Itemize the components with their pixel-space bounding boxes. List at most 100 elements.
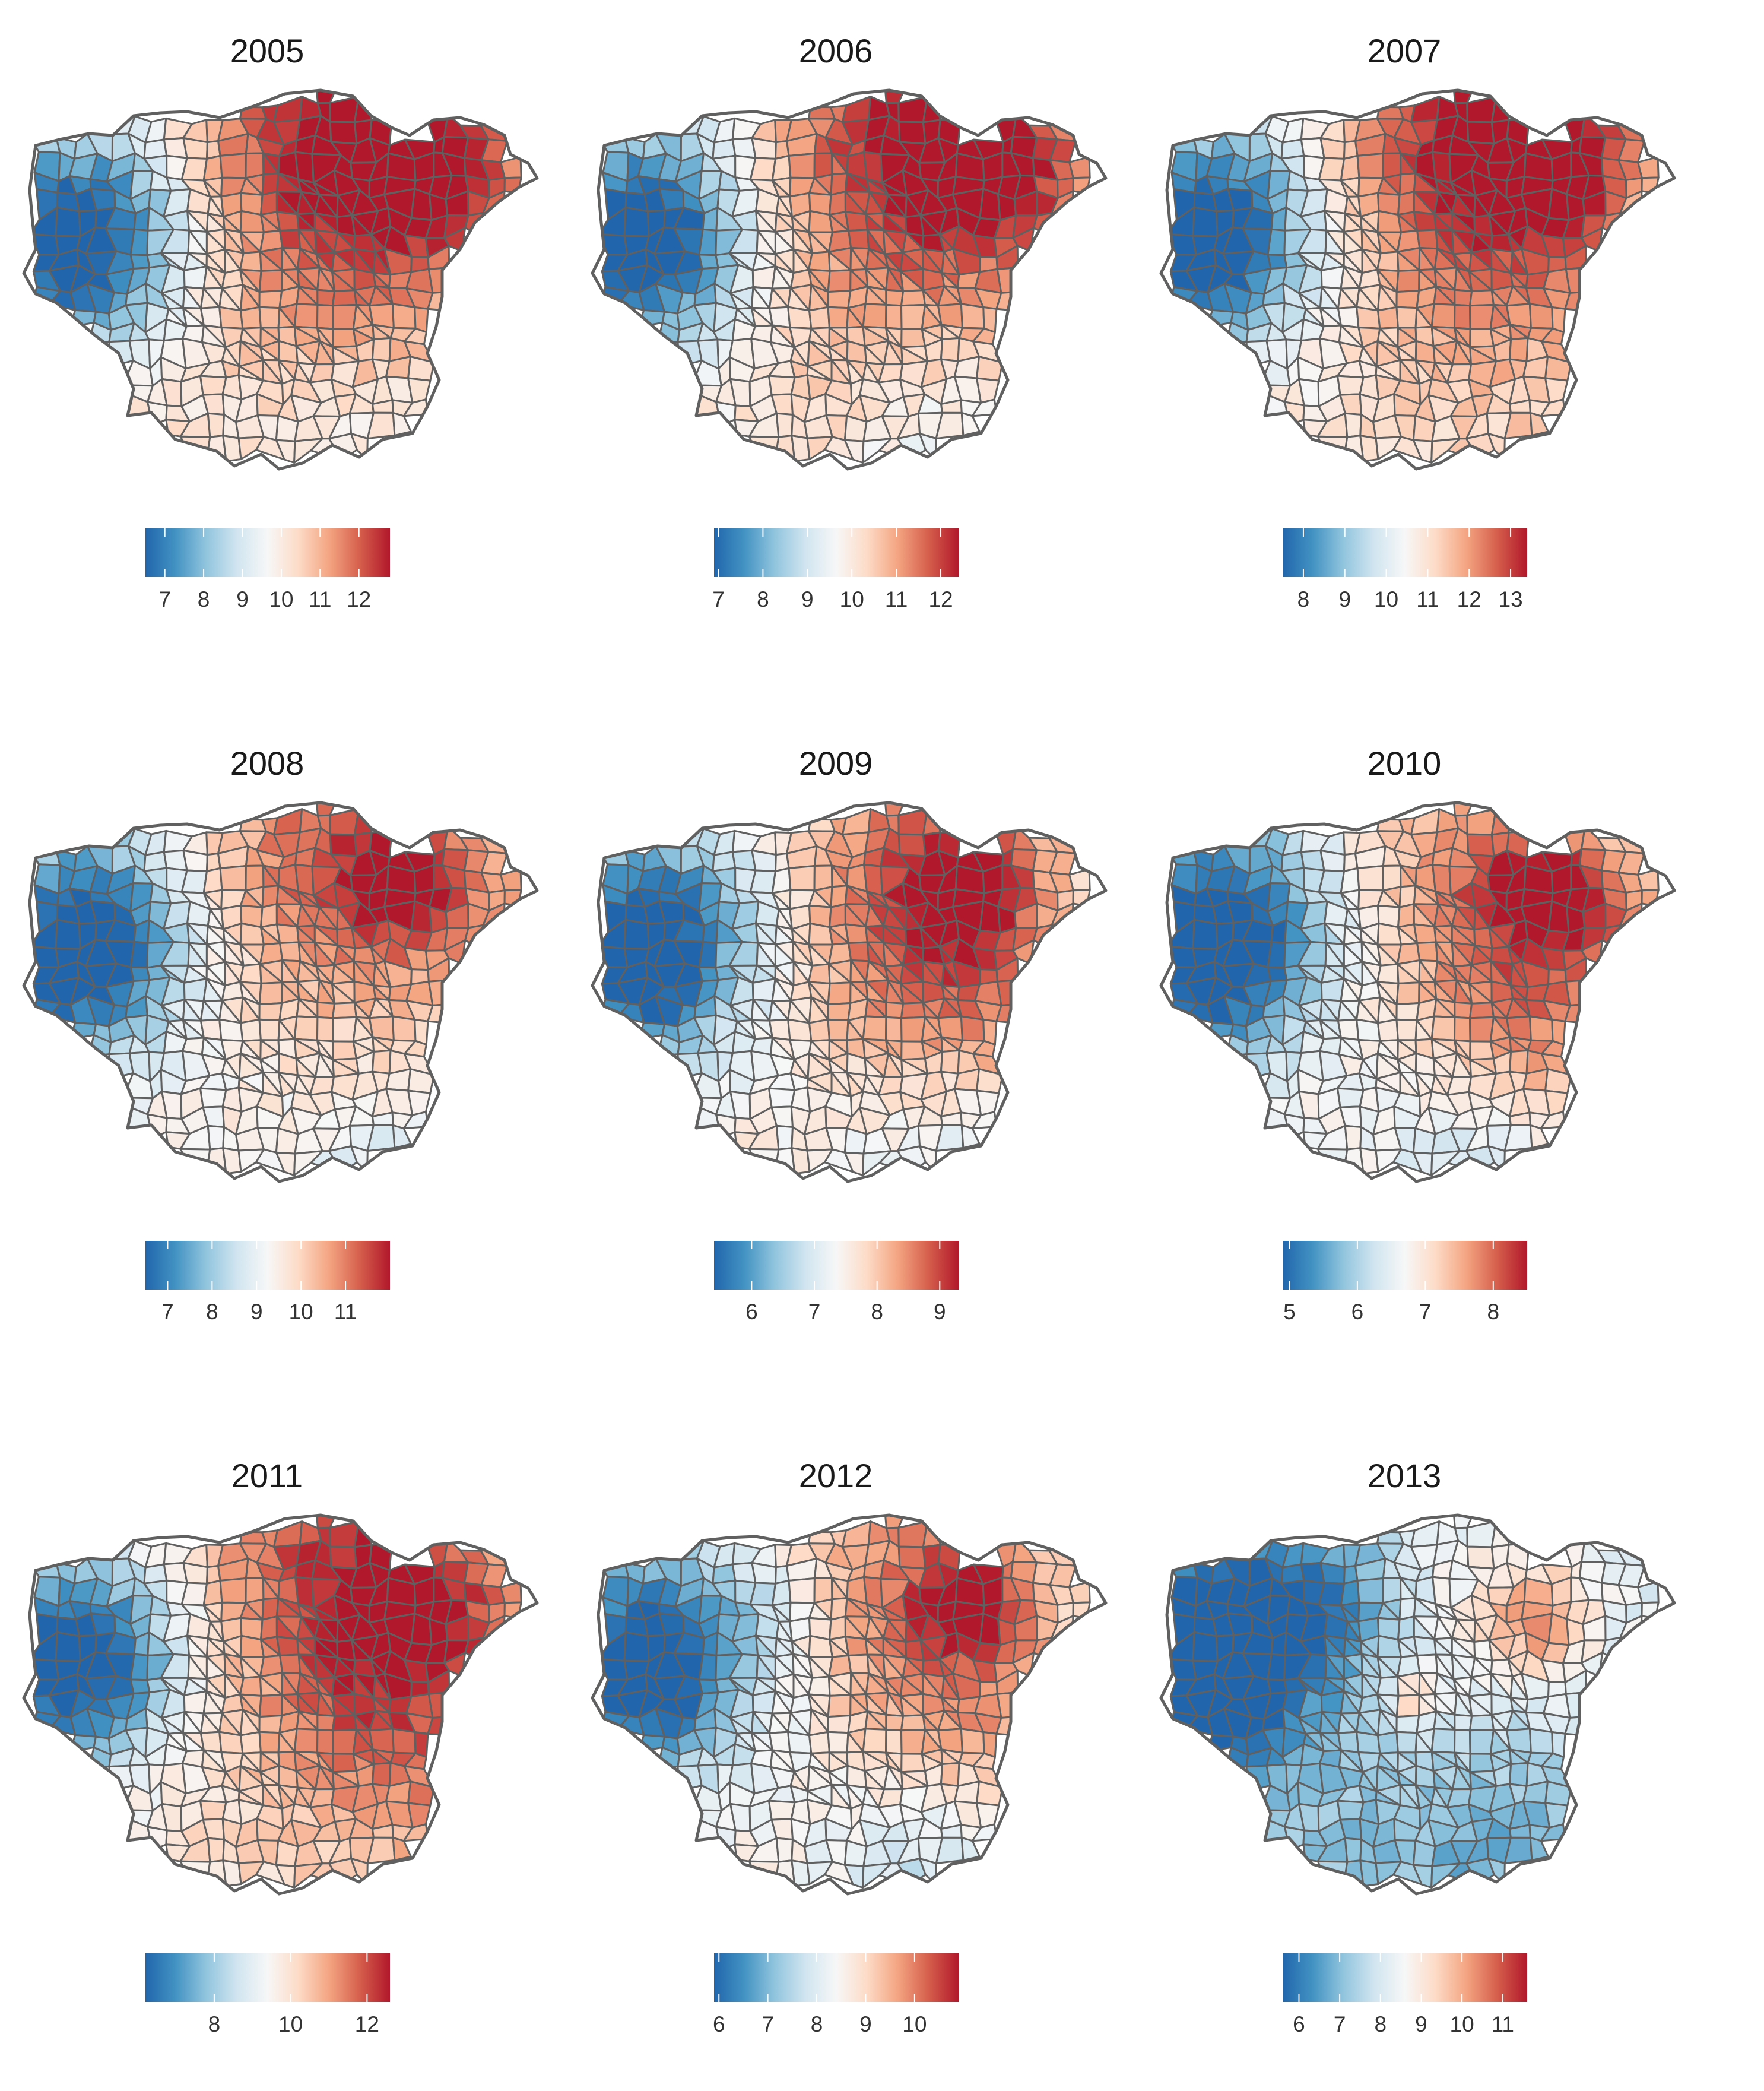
ward-region [316,289,336,307]
ward-region [258,1018,281,1041]
colorbar-tick-label: 7 [808,1300,821,1324]
ward-region [768,375,796,396]
ward-region [1454,1001,1473,1019]
ward-region [848,1653,870,1675]
ward-region [1356,865,1384,892]
ward-region [900,1714,926,1732]
ward-region [1469,289,1495,307]
ward-region [218,1731,244,1754]
ward-region [1397,191,1415,216]
ward-region [960,411,981,436]
ward-region [1192,206,1219,237]
ward-region [842,808,872,836]
choropleth-map [591,1513,1108,1896]
ward-region [258,1694,283,1718]
colorbar-legend: 8 9 10 11 12 13 [1283,528,1527,617]
colorbar-tick-label: 10 [902,2012,927,2036]
ward-region [199,1799,227,1821]
ward-region [219,153,247,179]
ward-region [1356,1018,1381,1042]
ward-region [279,941,302,962]
ward-region [1466,833,1495,857]
panel-title: 2006 [798,32,873,69]
ward-region [1318,157,1345,182]
ward-region [1340,867,1360,894]
ward-region [240,1018,262,1042]
ward-region [900,1728,926,1755]
choropleth-map [22,88,539,471]
colorbar-tick-label: 8 [206,1300,218,1324]
ward-region [410,188,433,221]
ward-region [885,1001,905,1019]
colorbar-tick-label: 10 [269,587,293,612]
london-outline [591,1513,1108,1896]
ward-region [1410,808,1441,836]
ward-region [1337,1087,1365,1108]
ward-region [787,306,813,330]
colorbar-tick-label: 8 [1375,2012,1387,2036]
ward-region [202,154,223,182]
colorbar-tick-label: 10 [289,1300,313,1324]
ward-region [182,849,208,872]
ward-region [960,1124,981,1149]
ward-region [1413,923,1437,944]
ward-region [844,211,868,232]
colorbar-tick-label: 7 [712,587,725,612]
ward-region [885,303,903,330]
ward-region [1068,868,1091,892]
ward-region [1376,251,1400,272]
ward-region [410,900,433,934]
colorbar-tick-label: 9 [859,2012,872,2036]
ward-region [940,1761,960,1787]
ward-region [279,1653,302,1675]
ward-region [1395,1694,1420,1718]
map-panel-2013: 2013 6 7 8 9 10 11 [1137,1425,1676,2078]
ward-region [410,1612,433,1646]
ward-region [1544,377,1569,404]
ward-region [1637,156,1660,179]
map-panel-2011: 2011 8 10 12 [0,1425,539,2078]
ward-region [199,1731,223,1753]
colorbar-tick-label: 12 [347,587,371,612]
ward-region [1344,1124,1362,1151]
ward-region [1454,1713,1473,1732]
ward-region [293,303,319,329]
ward-region [900,303,926,330]
ward-region [1267,228,1286,256]
ward-region [844,923,868,944]
ward-region [180,1582,208,1607]
ward-region [273,1520,303,1548]
ward-region [1397,903,1415,929]
ward-region [1454,1728,1471,1755]
ward-region [1469,1016,1495,1043]
ward-region [996,1691,1020,1719]
ward-region [1377,1731,1399,1754]
choropleth-map [591,801,1108,1183]
ward-region [768,1799,796,1821]
ward-region [180,869,208,894]
colorbar-legend: 6 7 8 9 10 11 [1283,1953,1527,2042]
panel-title: 2013 [1367,1457,1442,1494]
ward-region [848,229,870,250]
ward-region [199,375,227,396]
choropleth-map [1159,801,1676,1183]
panel-title: 2008 [230,744,304,782]
ward-region [787,1731,813,1754]
colorbar-tick-label: 13 [1498,587,1522,612]
ward-region [775,1124,794,1151]
ward-region [1395,269,1420,293]
panel-title: 2009 [798,744,873,782]
ward-region [1547,188,1570,221]
ward-region [1192,1631,1219,1662]
ward-region [996,267,1020,294]
colorbar-gradient [1283,1241,1527,1290]
ward-region [1395,981,1420,1006]
colorbar-tick-label: 10 [278,2012,303,2036]
ward-region [391,303,417,330]
ward-region [332,303,357,330]
london-outline [591,88,1108,471]
ward-region [900,289,926,307]
ward-region [842,96,872,123]
colorbar-tick-label: 7 [161,1300,174,1324]
ward-region [392,411,412,436]
